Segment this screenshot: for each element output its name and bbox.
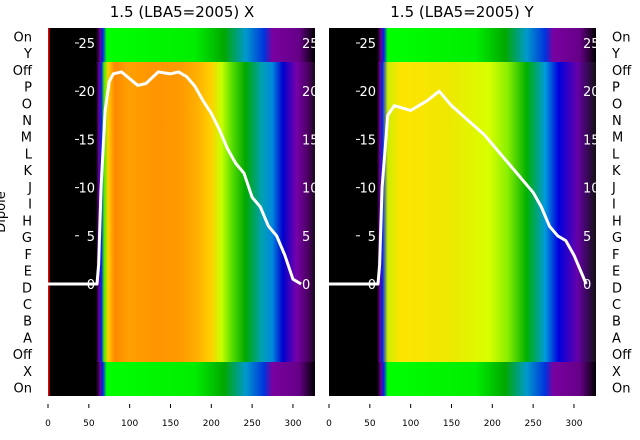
- row-label: B: [612, 315, 621, 330]
- row-label: J: [611, 181, 616, 196]
- row-label: P: [612, 81, 620, 96]
- x-tick-label: 50: [364, 419, 376, 429]
- row-label: G: [612, 231, 622, 246]
- row-label: I: [612, 198, 616, 213]
- row-label: Y: [611, 47, 620, 62]
- x-tick-label: 250: [525, 419, 542, 429]
- row-label: B: [23, 315, 32, 330]
- x-tick-label: 200: [484, 419, 501, 429]
- panel-x-title: 1.5 (LBA5=2005) X: [110, 3, 255, 21]
- row-label: On: [612, 30, 630, 45]
- row-label: N: [22, 114, 32, 129]
- heatmap-bottom-rows: [48, 362, 315, 396]
- row-label: C: [23, 298, 32, 313]
- row-label: P: [24, 81, 32, 96]
- mean-spectrum-line: [48, 70, 302, 286]
- row-label: O: [22, 97, 32, 112]
- row-label: On: [612, 382, 630, 397]
- row-label: E: [612, 265, 620, 280]
- row-label: I: [28, 198, 32, 213]
- heatmap-bottom-rows: [329, 362, 596, 396]
- heatmap-top-rows: [48, 28, 315, 62]
- panel-y-title: 1.5 (LBA5=2005) Y: [390, 3, 534, 21]
- row-label: C: [612, 298, 621, 313]
- inner-y-tick-label-right: 25: [302, 37, 319, 52]
- x-tick-label: 100: [402, 419, 419, 429]
- row-label: X: [23, 365, 32, 380]
- row-label: M: [21, 131, 32, 146]
- inner-y-tick-label: 5: [368, 230, 376, 245]
- x-tick-label: 150: [443, 419, 460, 429]
- edge-stripe: [48, 28, 50, 396]
- inner-y-tick-label: 20: [78, 85, 95, 100]
- row-label: Y: [23, 47, 32, 62]
- inner-y-tick-label-right: 20: [583, 85, 600, 100]
- inner-y-tick-label: 15: [359, 133, 376, 148]
- row-label: H: [22, 214, 32, 229]
- y-axis-label: Dipole: [0, 191, 9, 232]
- row-label: H: [612, 214, 622, 229]
- row-label: Off: [612, 64, 632, 79]
- row-label: On: [14, 30, 32, 45]
- row-label: K: [23, 164, 32, 179]
- x-tick-label: 200: [203, 419, 220, 429]
- x-tick-label: 300: [565, 419, 582, 429]
- inner-y-tick-label-right: 10: [583, 182, 600, 197]
- row-label: X: [612, 365, 621, 380]
- inner-y-tick-label-right: 15: [302, 133, 319, 148]
- inner-y-tick-label-right: 5: [302, 230, 310, 245]
- heatmap-dipole-rows: [48, 62, 315, 362]
- row-label: Off: [13, 64, 33, 79]
- row-label: F: [25, 248, 32, 263]
- row-label: Off: [13, 348, 33, 363]
- x-tick-label: 0: [45, 419, 51, 429]
- x-tick-label: 150: [162, 419, 179, 429]
- row-label: K: [612, 164, 621, 179]
- inner-y-tick-label-right: 20: [302, 85, 319, 100]
- x-tick-label: 50: [83, 419, 95, 429]
- inner-y-tick-label-right: 0: [583, 278, 591, 293]
- heatmap-top-rows: [329, 28, 596, 62]
- row-label: D: [612, 281, 622, 296]
- inner-y-tick-label: 5: [87, 230, 95, 245]
- inner-y-tick-label-right: 15: [583, 133, 600, 148]
- inner-y-tick-label: 15: [78, 133, 95, 148]
- inner-y-tick-label: 25: [359, 37, 376, 52]
- row-label: On: [14, 382, 32, 397]
- row-label: N: [612, 114, 622, 129]
- row-label: F: [612, 248, 619, 263]
- row-label: J: [27, 181, 32, 196]
- inner-y-tick-label: 10: [78, 182, 95, 197]
- row-label: Off: [612, 348, 632, 363]
- panel-x: [48, 28, 315, 396]
- row-label: D: [22, 281, 32, 296]
- x-tick-label: 250: [244, 419, 261, 429]
- panel-y: [329, 28, 596, 396]
- heatmap-dipole-rows: [329, 62, 596, 362]
- inner-y-tick-label: 25: [78, 37, 95, 52]
- inner-y-tick-label-right: 10: [302, 182, 319, 197]
- mean-spectrum-line: [329, 89, 588, 286]
- x-tick-label: 100: [121, 419, 138, 429]
- row-label: A: [612, 331, 621, 346]
- row-label: G: [22, 231, 32, 246]
- inner-y-tick-label: 20: [359, 85, 376, 100]
- row-label: L: [612, 147, 620, 162]
- inner-y-tick-label-right: 5: [583, 230, 591, 245]
- row-label: A: [23, 331, 32, 346]
- row-label: E: [24, 265, 32, 280]
- row-label: O: [612, 97, 622, 112]
- inner-y-tick-label-right: 0: [302, 278, 310, 293]
- row-label: L: [25, 147, 33, 162]
- inner-y-tick-label-right: 25: [583, 37, 600, 52]
- x-tick-label: 300: [284, 419, 301, 429]
- row-label: M: [612, 131, 623, 146]
- x-tick-label: 0: [326, 419, 332, 429]
- inner-y-tick-label: 10: [359, 182, 376, 197]
